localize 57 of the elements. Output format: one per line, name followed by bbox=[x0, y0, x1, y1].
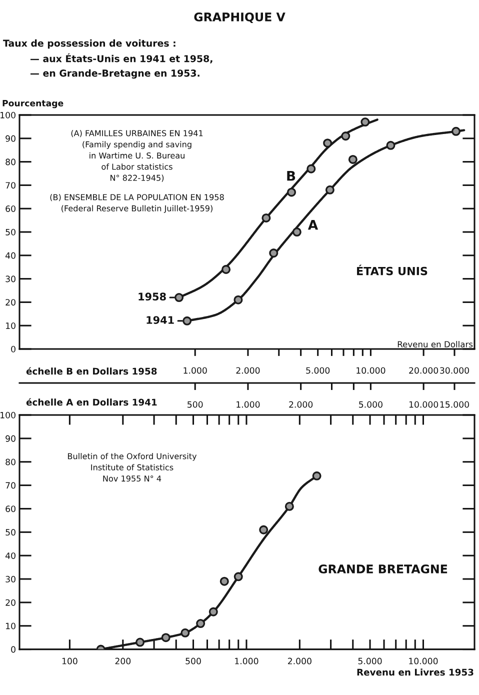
x-tick-label: 10.000 bbox=[409, 401, 438, 408]
y-tick-label: 90 bbox=[6, 135, 16, 142]
y-tick-label: 50 bbox=[6, 228, 16, 236]
y-tick-label: 20 bbox=[6, 299, 16, 306]
x-tick-label: 5.000 bbox=[358, 658, 382, 664]
x-tick-label: 100 bbox=[62, 658, 78, 664]
y-tick-label: 0 bbox=[11, 646, 16, 653]
x-tick-label: 1.000 bbox=[235, 658, 258, 664]
legend-label: 1958 bbox=[138, 292, 166, 301]
y-tick-label: 10 bbox=[6, 622, 16, 630]
x-tick-label: 15.000 bbox=[440, 401, 469, 408]
annotation: Revenu en Dollars bbox=[398, 340, 473, 348]
x-tick-label: 2.000 bbox=[289, 401, 313, 408]
y-tick-label: 30 bbox=[6, 276, 16, 282]
y-tick-label: 60 bbox=[6, 506, 16, 512]
annotation: Bulletin of the Oxford University Institute of Statistics Nov 1955 N° 4 bbox=[68, 453, 197, 482]
chart-title: GRAPHIQUE V bbox=[194, 12, 286, 23]
x-tick-label: 10.000 bbox=[356, 367, 386, 374]
y-tick-label: 40 bbox=[5, 252, 16, 259]
y-tick-label: 90 bbox=[6, 435, 16, 442]
annotation: ÉTATS UNIS bbox=[357, 264, 428, 276]
y-tick-label: 100 bbox=[0, 112, 16, 118]
legend-label: 1941 bbox=[146, 316, 174, 324]
y-tick-label: 10 bbox=[6, 322, 16, 329]
x-tick-label: 1.000 bbox=[184, 367, 207, 374]
y-tick-label: 40 bbox=[5, 552, 16, 559]
x-tick-label: 20.000 bbox=[409, 367, 438, 374]
x-tick-label: 2.000 bbox=[236, 367, 260, 374]
x-tick-label: 5.000 bbox=[359, 401, 382, 408]
y-tick-label: 80 bbox=[6, 458, 16, 466]
y-tick-label: 20 bbox=[6, 599, 16, 606]
x-tick-label: 30.000 bbox=[440, 367, 469, 374]
x-tick-label: 10.000 bbox=[409, 658, 438, 664]
x-tick-label: 500 bbox=[186, 658, 201, 664]
x-axis-title: échelle B en Dollars 1958 bbox=[26, 367, 157, 375]
x-axis-title: Revenu en Livres 1953 bbox=[357, 668, 474, 676]
x-axis-title: échelle A en Dollars 1941 bbox=[26, 398, 157, 406]
x-tick-label: 5.000 bbox=[306, 367, 330, 374]
annotation: A bbox=[308, 220, 318, 230]
chart-subtitle: Taux de possession de voitures : — aux États-Unis en 1941 et 1958, — en Grande-Bretagne en 1953. bbox=[3, 39, 212, 79]
y-tick-label: 0 bbox=[11, 346, 16, 352]
y-tick-label: 70 bbox=[6, 182, 16, 189]
x-tick-label: 200 bbox=[115, 658, 131, 664]
y-tick-label: 80 bbox=[6, 158, 16, 166]
annotation: B bbox=[287, 171, 296, 181]
x-tick-label: 500 bbox=[188, 401, 203, 408]
x-tick-label: 2.000 bbox=[288, 658, 312, 664]
y-tick-label: 70 bbox=[6, 482, 16, 489]
annotation: GRANDE BRETAGNE bbox=[318, 564, 448, 574]
y-tick-label: 50 bbox=[6, 529, 16, 536]
annotation: (A) FAMILLES URBAINES EN 1941 (Family spendig and saving in Wartime U. S. Bureau of Labor statistics N° 822-1945) bbox=[71, 130, 203, 182]
y-tick-label: 100 bbox=[0, 412, 16, 418]
x-tick-label: 1.000 bbox=[236, 401, 260, 408]
y-tick-label: 30 bbox=[6, 576, 16, 582]
y-axis-title: Pourcentage bbox=[2, 100, 64, 108]
annotation: (B) ENSEMBLE DE LA POPULATION EN 1958 (Federal Reserve Bulletin Juillet-1959) bbox=[50, 194, 224, 213]
y-tick-label: 60 bbox=[6, 205, 16, 212]
